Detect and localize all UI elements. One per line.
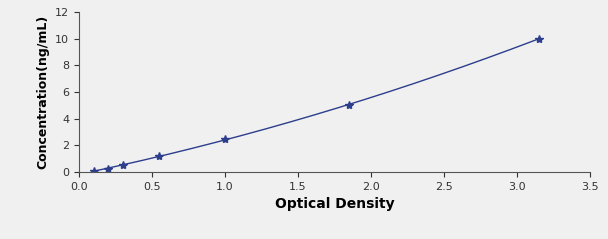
X-axis label: Optical Density: Optical Density [275, 197, 394, 211]
Y-axis label: Concentration(ng/mL): Concentration(ng/mL) [36, 15, 50, 169]
